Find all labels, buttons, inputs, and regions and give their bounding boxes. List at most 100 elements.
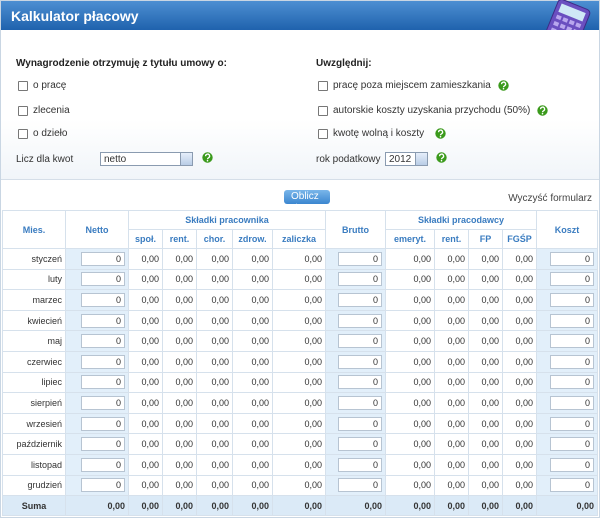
month-row: marzec 0 0,00 0,00 0,00 0,00 0,00 0 0,00 0,00 0,00… — [2, 289, 599, 311]
column-header: Koszt — [536, 210, 599, 249]
input-cell: 0 — [65, 392, 129, 414]
month-row: październik 0 0,00 0,00 0,00 0,00 0,00 0 0,00 0,0… — [2, 433, 599, 455]
value-cell: 0,00 — [501, 392, 538, 414]
amount-input[interactable]: 0 — [338, 292, 382, 307]
checkbox[interactable] — [18, 81, 28, 91]
value-cell: 0,00 — [468, 474, 503, 497]
value-cell: 0,00 — [232, 330, 273, 352]
calculate-button[interactable]: Oblicz — [284, 190, 330, 211]
amount-input[interactable]: 0 — [338, 251, 382, 266]
input-cell: 0 — [65, 474, 129, 497]
amount-input[interactable]: 0 — [338, 375, 382, 390]
arrow-icon — [292, 203, 300, 211]
amount-input[interactable]: 0 — [550, 272, 595, 287]
input-cell: 0 — [325, 309, 386, 332]
amount-input[interactable]: 0 — [81, 395, 125, 410]
select-value: netto — [104, 154, 127, 165]
value-cell: 0,00 — [196, 433, 233, 455]
amount-input[interactable]: 0 — [550, 354, 595, 369]
help-icon[interactable] — [537, 105, 548, 116]
amount-input[interactable]: 0 — [338, 272, 382, 287]
value-cell: 0,00 — [385, 453, 435, 476]
amount-input[interactable]: 0 — [550, 292, 595, 307]
sum-label: Suma — [2, 495, 66, 517]
amount-input[interactable]: 0 — [81, 251, 125, 266]
value-cell: 0,00 — [501, 289, 538, 311]
sub-header: zdrow. — [232, 229, 273, 249]
value-cell: 0,00 — [468, 371, 503, 394]
value-cell: 0,00 — [468, 268, 503, 291]
sub-header: zaliczka — [272, 229, 326, 249]
checkbox[interactable] — [18, 129, 28, 139]
amount-input[interactable]: 0 — [550, 395, 595, 410]
value-cell: 0,00 — [196, 474, 233, 497]
field-label: rok podatkowy — [316, 154, 381, 165]
help-icon[interactable] — [435, 128, 446, 139]
amount-input[interactable]: 0 — [550, 375, 595, 390]
tax-year-select[interactable]: 2012 — [385, 152, 428, 166]
checkbox[interactable] — [18, 106, 28, 116]
amount-input[interactable]: 0 — [81, 292, 125, 307]
checkbox[interactable] — [318, 106, 328, 116]
sum-value: 0,00 — [196, 495, 233, 517]
value-cell: 0,00 — [385, 309, 435, 332]
amount-input[interactable]: 0 — [338, 313, 382, 328]
sum-value: 0,00 — [65, 495, 129, 517]
input-cell: 0 — [325, 392, 386, 414]
amount-input[interactable]: 0 — [338, 395, 382, 410]
value-cell: 0,00 — [272, 289, 326, 311]
amount-input[interactable]: 0 — [550, 478, 595, 493]
value-cell: 0,00 — [128, 412, 163, 435]
value-cell: 0,00 — [385, 268, 435, 291]
value-cell: 0,00 — [128, 248, 163, 270]
input-cell: 0 — [325, 453, 386, 476]
select-arrow — [180, 153, 192, 165]
sum-value: 0,00 — [434, 495, 469, 517]
column-header: Składki pracodawcy — [384, 210, 538, 230]
sum-value: 0,00 — [468, 495, 503, 517]
amount-input[interactable]: 0 — [338, 354, 382, 369]
value-cell: 0,00 — [196, 371, 233, 394]
amount-input[interactable]: 0 — [550, 457, 595, 472]
amount-input[interactable]: 0 — [338, 416, 382, 431]
checkbox[interactable] — [318, 81, 328, 91]
amount-input[interactable]: 0 — [550, 251, 595, 266]
input-cell: 0 — [65, 268, 129, 291]
amount-input[interactable]: 0 — [338, 334, 382, 349]
input-cell: 0 — [325, 433, 386, 455]
amount-input[interactable]: 0 — [550, 313, 595, 328]
input-cell: 0 — [536, 453, 599, 476]
input-cell: 0 — [536, 268, 599, 291]
amount-input[interactable]: 0 — [550, 334, 595, 349]
amount-input[interactable]: 0 — [81, 457, 125, 472]
amount-input[interactable]: 0 — [81, 313, 125, 328]
amount-input[interactable]: 0 — [81, 354, 125, 369]
select-arrow — [415, 153, 427, 165]
value-cell: 0,00 — [196, 330, 233, 352]
amount-input[interactable]: 0 — [81, 272, 125, 287]
amount-input[interactable]: 0 — [81, 416, 125, 431]
clear-link[interactable]: Wyczyść formularz — [508, 193, 592, 204]
help-icon[interactable] — [202, 152, 213, 163]
checkbox[interactable] — [318, 129, 328, 139]
value-cell: 0,00 — [162, 350, 197, 373]
value-cell: 0,00 — [385, 289, 435, 311]
amount-input[interactable]: 0 — [550, 437, 595, 452]
sum-value: 0,00 — [162, 495, 197, 517]
value-cell: 0,00 — [128, 268, 163, 291]
amount-input[interactable]: 0 — [550, 416, 595, 431]
help-icon[interactable] — [498, 80, 509, 91]
amount-input[interactable]: 0 — [81, 478, 125, 493]
amount-input[interactable]: 0 — [338, 478, 382, 493]
month-row: sierpień 0 0,00 0,00 0,00 0,00 0,00 0 0,00 0,00 0,… — [2, 392, 599, 414]
amount-input[interactable]: 0 — [81, 334, 125, 349]
amount-input[interactable]: 0 — [338, 437, 382, 452]
amount-select[interactable]: netto — [100, 152, 193, 166]
input-cell: 0 — [325, 412, 386, 435]
value-cell: 0,00 — [501, 453, 538, 476]
amount-input[interactable]: 0 — [81, 437, 125, 452]
amount-input[interactable]: 0 — [338, 457, 382, 472]
amount-input[interactable]: 0 — [81, 375, 125, 390]
help-icon[interactable] — [436, 152, 447, 163]
button-label: Oblicz — [291, 191, 319, 202]
